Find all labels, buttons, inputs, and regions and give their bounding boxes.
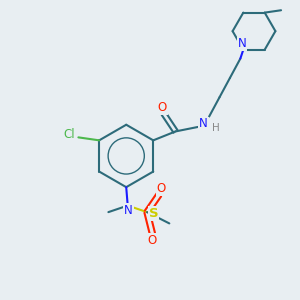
Text: N: N — [124, 204, 133, 218]
Text: S: S — [149, 207, 158, 220]
Text: N: N — [237, 37, 246, 50]
Text: N: N — [199, 118, 208, 130]
Text: O: O — [157, 182, 166, 195]
Text: H: H — [212, 124, 220, 134]
Text: O: O — [158, 101, 167, 114]
Text: O: O — [148, 234, 157, 247]
Text: Cl: Cl — [64, 128, 75, 141]
